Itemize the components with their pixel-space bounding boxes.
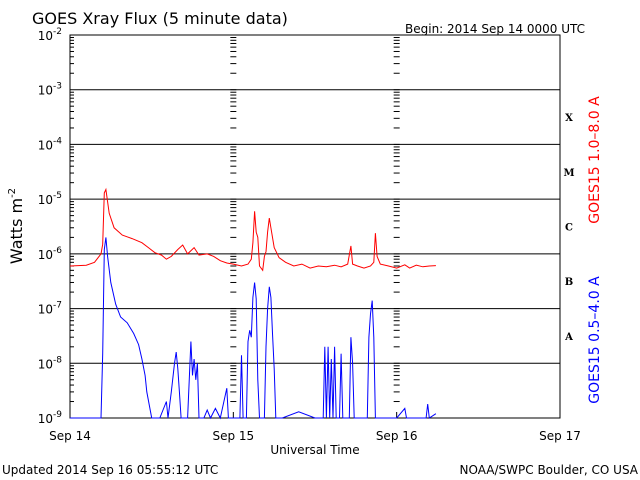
flare-class-label: M (563, 168, 574, 179)
y-axis-label-exponent: -2 (7, 188, 18, 198)
x-tick-labels: Sep 14 Sep 15 Sep 16 Sep 17 (49, 412, 581, 443)
chart-title: GOES Xray Flux (5 minute data) (32, 9, 288, 28)
y-tick-base: 10 (38, 138, 53, 152)
x-tick-label: Sep 15 (212, 429, 254, 443)
flare-class-label: X (565, 113, 573, 124)
gridlines (70, 34, 560, 419)
credit-label: NOAA/SWPC Boulder, CO USA (460, 463, 639, 477)
flare-class-label: C (565, 223, 573, 234)
y-tick-exponent: -9 (53, 410, 62, 420)
y-tick-base: 10 (38, 193, 53, 207)
y-tick-exponent: -3 (53, 82, 62, 92)
plot-frame (69, 34, 561, 419)
y-tick-exponent: -4 (53, 136, 62, 146)
x-tick-label: Sep 17 (539, 429, 581, 443)
y-axis-label-base: Watts m (7, 198, 26, 264)
begin-label: Begin: 2014 Sep 14 0000 UTC (405, 22, 585, 36)
legend-entry-long-channel: GOES15 1.0–8.0 A (587, 96, 603, 224)
series-line-short-channel (70, 237, 437, 420)
x-tick-label: Sep 16 (376, 429, 418, 443)
y-tick-label: 10-6 (38, 246, 63, 262)
y-tick-exponent: -8 (53, 355, 62, 365)
y-tick-base: 10 (38, 303, 53, 317)
y-tick-label: 10-4 (38, 136, 63, 152)
y-tick-base: 10 (38, 248, 53, 262)
y-tick-label: 10-9 (38, 410, 63, 426)
day-markers (230, 37, 400, 419)
y-tick-label: 10-3 (38, 82, 62, 98)
y-tick-base: 10 (38, 412, 53, 426)
y-tick-label: 10-7 (38, 301, 62, 317)
y-tick-base: 10 (38, 29, 53, 43)
y-tick-label: 10-2 (38, 27, 62, 43)
y-tick-exponent: -6 (53, 246, 62, 256)
y-tick-exponent: -5 (53, 191, 62, 201)
y-tick-label: 10-5 (38, 191, 62, 207)
y-tick-labels: 10-910-810-710-610-510-410-310-2 (38, 27, 63, 426)
flare-class-labels: A B C M X (563, 113, 574, 343)
y-tick-base: 10 (38, 84, 53, 98)
flare-class-label: B (565, 277, 573, 288)
y-tick-exponent: -7 (53, 301, 62, 311)
x-tick-label: Sep 14 (49, 429, 91, 443)
y-tick-label: 10-8 (38, 355, 63, 371)
flare-class-label: A (564, 332, 573, 343)
updated-timestamp: Updated 2014 Sep 16 05:55:12 UTC (2, 463, 218, 477)
y-axis-label: Watts m-2 (7, 188, 26, 264)
x-axis-label: Universal Time (270, 443, 359, 457)
legend-entry-short-channel: GOES15 0.5–4.0 A (587, 276, 603, 404)
y-tick-exponent: -2 (53, 27, 62, 37)
y-tick-base: 10 (38, 357, 53, 371)
series-line-long-channel (69, 187, 436, 272)
